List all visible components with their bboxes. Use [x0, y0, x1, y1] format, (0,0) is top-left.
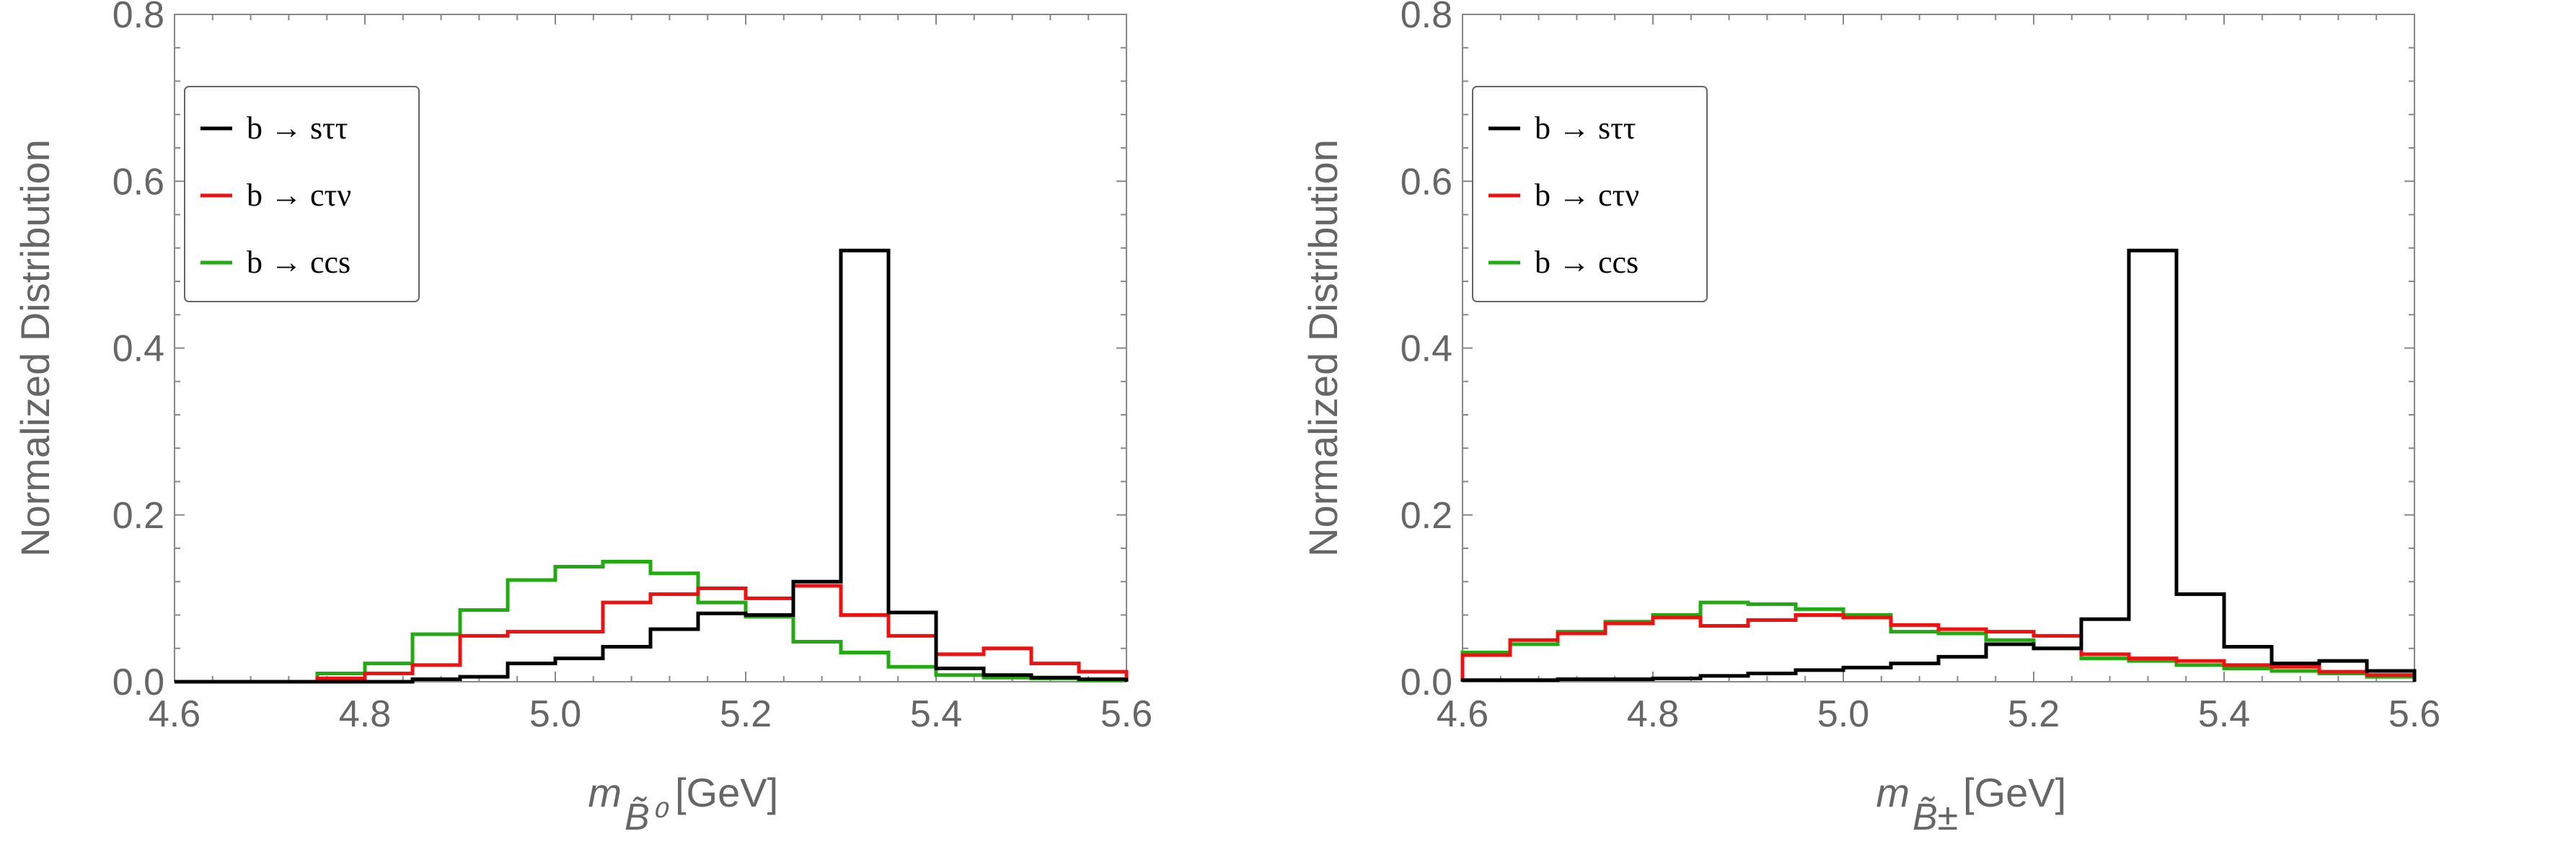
y-tick-label: 0.8	[113, 0, 164, 36]
y-tick-label: 0.2	[113, 495, 164, 537]
series-line-0	[175, 248, 1129, 684]
y-tick-label: 0.8	[1401, 0, 1452, 36]
chart-panel-bpm: 4.6 4.8 5.0 5.2 5.4 5.6 0.0 0.2 0.4 0.6 0.8 Normali…	[1288, 0, 2576, 852]
x-axis-subscript: B̃±	[1913, 796, 1958, 838]
legend-label: b → sττ	[247, 110, 348, 146]
legend-box	[1472, 86, 1708, 302]
y-tick-label: 0.0	[1401, 662, 1452, 703]
legend-label: b → ccs	[1535, 245, 1638, 280]
y-tick-label: 0.2	[1401, 495, 1452, 537]
legend: b → sττ b → cτν b → ccs	[1472, 86, 1708, 302]
y-tick-label: 0.0	[113, 662, 164, 703]
x-tick-label: 5.0	[1817, 693, 1869, 735]
x-tick-label: 4.8	[1627, 693, 1679, 735]
series-line-2	[175, 560, 1129, 684]
legend-box	[184, 86, 420, 302]
legend-label: b → cτν	[247, 177, 351, 213]
chart-bpm: 4.6 4.8 5.0 5.2 5.4 5.6 0.0 0.2 0.4 0.6 0.8 Normali…	[1300, 0, 2440, 838]
x-tick-label: 5.6	[2388, 693, 2440, 735]
x-tick-label: 4.6	[1437, 693, 1488, 735]
series-line-2	[1460, 600, 2417, 682]
chart-panel-b0: 4.6 4.8 5.0 5.2 5.4 5.6 0.0 0.2 0.4 0.6 0.8 Normali…	[12, 0, 1152, 838]
x-tick-label: 5.2	[720, 693, 772, 735]
legend-label: b → ccs	[247, 245, 350, 280]
y-tick-label: 0.6	[1401, 161, 1452, 203]
series-line-1	[1460, 613, 2417, 682]
legend-label: b → cτν	[1535, 177, 1639, 213]
y-tick-label: 0.4	[1401, 328, 1452, 370]
y-axis-title: Normalized Distribution	[12, 139, 58, 557]
legend: b → sττ b → cτν b → ccs	[184, 86, 420, 302]
x-axis-title: m	[1876, 770, 1910, 815]
x-tick-label: 4.8	[339, 693, 391, 735]
x-tick-label: 5.0	[529, 693, 581, 735]
x-tick-label: 5.6	[1100, 693, 1152, 735]
x-tick-label: 4.6	[149, 693, 200, 735]
x-tick-label: 5.2	[2008, 693, 2060, 735]
x-tick-label: 5.4	[910, 693, 962, 735]
y-tick-label: 0.4	[113, 328, 164, 370]
x-axis-unit: [GeV]	[1963, 770, 2066, 815]
y-tick-label: 0.6	[113, 161, 164, 203]
chart-b0: 4.6 4.8 5.0 5.2 5.4 5.6 0.0 0.2 0.4 0.6 0.8 Normali…	[12, 0, 1152, 838]
x-tick-label: 5.4	[2198, 693, 2250, 735]
x-axis-unit: [GeV]	[675, 770, 778, 815]
x-axis-title: m	[588, 770, 622, 815]
series-line-0	[1460, 248, 2417, 682]
x-axis-subscript: B̃⁰	[625, 796, 670, 838]
y-axis-title: Normalized Distribution	[1300, 139, 1346, 557]
legend-label: b → sττ	[1535, 110, 1636, 146]
series-line-1	[175, 584, 1129, 684]
